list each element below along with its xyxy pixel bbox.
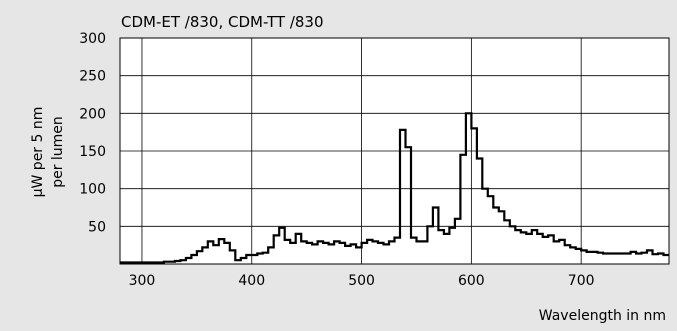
- x-tick-labels: 300 400 500 600 700: [129, 273, 595, 289]
- x-axis-label: Wavelength in nm: [539, 308, 666, 324]
- y-tick-label: 150: [79, 144, 106, 160]
- y-axis-label-line2: per lumen: [50, 116, 66, 188]
- y-tick-label: 50: [88, 219, 106, 235]
- chart-title: CDM-ET /830, CDM-TT /830: [121, 13, 324, 31]
- spectrum-line: [120, 112, 669, 264]
- x-tick-label: 300: [129, 273, 156, 289]
- x-tick-label: 600: [458, 273, 485, 289]
- x-tick-label: 500: [348, 273, 375, 289]
- plot-frame: [119, 37, 670, 265]
- y-tick-label: 200: [79, 106, 106, 122]
- x-tick-label: 400: [238, 273, 265, 289]
- y-tick-label: 300: [79, 31, 106, 47]
- y-tick-label: 250: [79, 69, 106, 85]
- series-layer: [120, 112, 669, 264]
- x-tick-label: 700: [568, 273, 595, 289]
- y-tick-labels: 50 100 150 200 250 300: [79, 31, 106, 235]
- y-axis-label-line1: μW per 5 nm: [30, 107, 46, 198]
- y-tick-label: 100: [79, 182, 106, 198]
